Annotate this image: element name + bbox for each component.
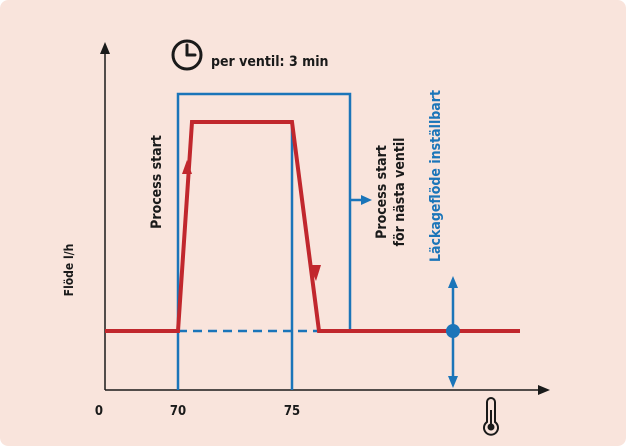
leakage-label: Läckageflöde inställbart bbox=[428, 90, 444, 262]
y-axis-label: Flöde l/h bbox=[62, 244, 76, 297]
x-axis-arrowhead bbox=[538, 385, 550, 395]
next-valve-pointer-arrowhead bbox=[361, 195, 372, 205]
valve-open-window-line bbox=[176, 92, 352, 390]
process-start-label: Process start bbox=[149, 135, 165, 229]
process-flow-curve bbox=[105, 120, 520, 333]
x-tick-label-0: 0 bbox=[95, 404, 103, 419]
leakage-adjust-indicator bbox=[446, 276, 460, 388]
leakage-down-arrowhead bbox=[448, 376, 458, 388]
rising-flank-arrowhead bbox=[182, 160, 192, 174]
x-tick-label-70: 70 bbox=[170, 404, 186, 419]
next-valve-label-line1: Process start bbox=[374, 145, 390, 239]
leakage-up-arrowhead bbox=[448, 276, 458, 288]
thermometer-icon bbox=[483, 397, 499, 436]
valve-timing-lines bbox=[176, 92, 372, 390]
falling-flank-arrowhead bbox=[309, 265, 321, 281]
next-valve-label-line2: för nästa ventil bbox=[392, 138, 408, 247]
timer-label: per ventil: 3 min bbox=[211, 54, 329, 70]
x-tick-label-75: 75 bbox=[284, 404, 300, 419]
y-axis-arrowhead bbox=[100, 42, 110, 54]
leakage-setpoint-dot bbox=[446, 324, 460, 338]
clock-icon bbox=[171, 39, 203, 71]
